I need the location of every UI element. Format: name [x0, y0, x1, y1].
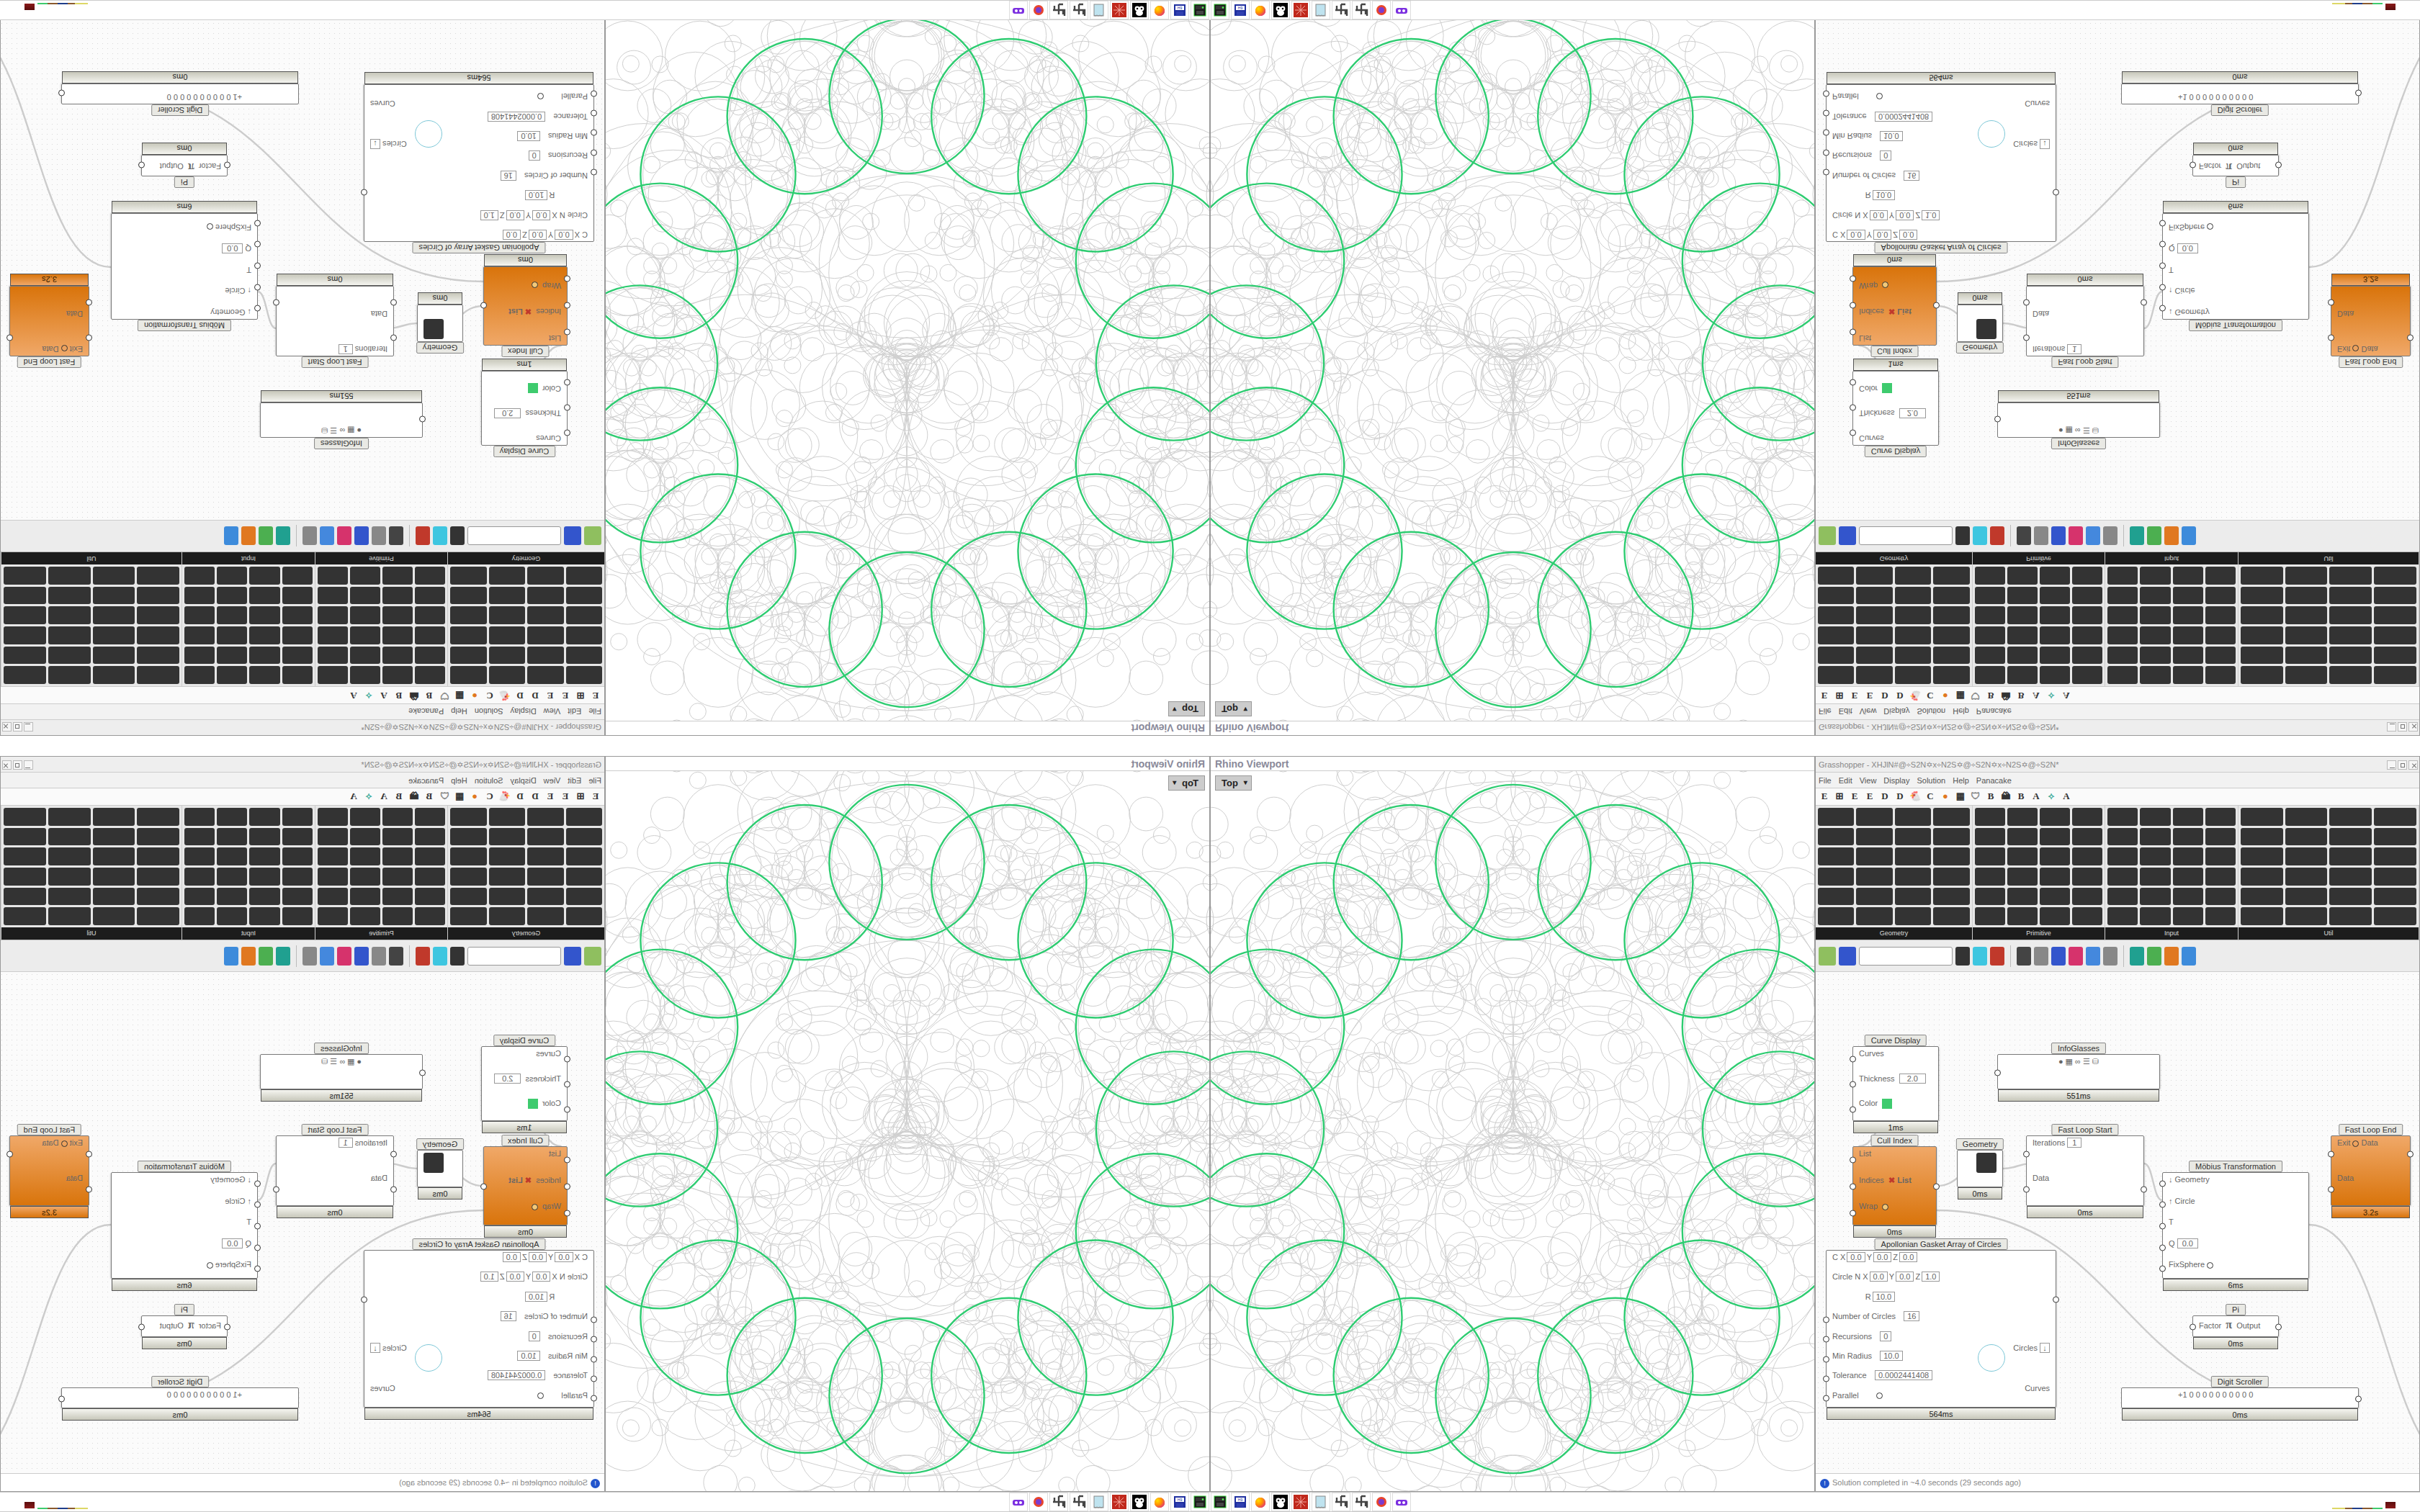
svg-text:H9: H9 [1178, 1498, 1183, 1502]
svg-text:H9: H9 [1238, 1498, 1243, 1502]
svg-text:H9: H9 [1178, 6, 1183, 10]
svg-text:H9: H9 [1238, 6, 1243, 10]
